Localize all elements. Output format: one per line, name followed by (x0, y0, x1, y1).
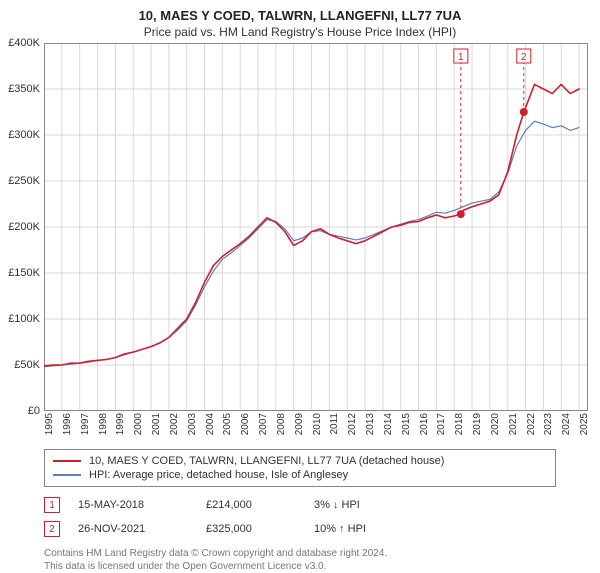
x-tick-label: 1997 (80, 413, 91, 435)
x-tick-label: 2008 (276, 413, 287, 435)
marker-row: 2 26-NOV-2021 £325,000 10% ↑ HPI (44, 517, 556, 541)
x-tick-label: 2015 (401, 413, 412, 435)
x-tick-label: 1998 (98, 413, 109, 435)
legend: 10, MAES Y COED, TALWRN, LLANGEFNI, LL77… (44, 449, 556, 487)
x-tick-label: 2018 (454, 413, 465, 435)
x-tick-label: 1996 (62, 413, 73, 435)
marker-badge: 1 (44, 497, 60, 513)
chart-subtitle: Price paid vs. HM Land Registry's House … (0, 23, 600, 43)
y-tick-label: £200K (8, 221, 44, 233)
x-tick-label: 2011 (329, 413, 340, 435)
y-tick-label: £0 (28, 405, 44, 417)
x-tick-label: 2006 (240, 413, 251, 435)
x-tick-label: 1999 (115, 413, 126, 435)
svg-text:2: 2 (521, 52, 527, 63)
x-tick-label: 2005 (222, 413, 233, 435)
x-tick-label: 2007 (258, 413, 269, 435)
marker-delta: 10% ↑ HPI (314, 523, 424, 535)
marker-badge: 2 (44, 521, 60, 537)
x-tick-label: 2002 (169, 413, 180, 435)
x-tick-label: 2014 (383, 413, 394, 435)
legend-swatch (53, 474, 81, 476)
chart-footer: Contains HM Land Registry data © Crown c… (44, 547, 556, 573)
marker-date: 26-NOV-2021 (78, 523, 188, 535)
legend-label: HPI: Average price, detached house, Isle… (89, 469, 348, 481)
y-tick-label: £250K (8, 175, 44, 187)
x-tick-label: 2019 (472, 413, 483, 435)
legend-swatch (53, 460, 81, 462)
y-tick-label: £50K (14, 359, 44, 371)
x-tick-label: 2001 (151, 413, 162, 435)
x-tick-label: 2016 (419, 413, 430, 435)
y-tick-label: £100K (8, 313, 44, 325)
x-tick-label: 2024 (561, 413, 572, 435)
marker-price: £214,000 (206, 499, 296, 511)
legend-item: 10, MAES Y COED, TALWRN, LLANGEFNI, LL77… (53, 454, 547, 468)
footer-line-1: Contains HM Land Registry data © Crown c… (44, 547, 556, 560)
x-tick-label: 2021 (508, 413, 519, 435)
x-tick-label: 2009 (294, 413, 305, 435)
y-tick-label: £300K (8, 129, 44, 141)
x-tick-label: 2012 (347, 413, 358, 435)
chart-title: 10, MAES Y COED, TALWRN, LLANGEFNI, LL77… (0, 0, 600, 23)
marker-row: 1 15-MAY-2018 £214,000 3% ↓ HPI (44, 493, 556, 517)
footer-line-2: This data is licensed under the Open Gov… (44, 560, 556, 573)
x-tick-label: 2010 (312, 413, 323, 435)
x-tick-label: 2020 (490, 413, 501, 435)
x-tick-label: 2017 (436, 413, 447, 435)
x-tick-label: 2000 (133, 413, 144, 435)
marker-delta: 3% ↓ HPI (314, 499, 424, 511)
svg-text:1: 1 (458, 52, 464, 63)
x-tick-label: 2025 (579, 413, 590, 435)
y-tick-label: £150K (8, 267, 44, 279)
x-tick-label: 2013 (365, 413, 376, 435)
marker-price: £325,000 (206, 523, 296, 535)
legend-label: 10, MAES Y COED, TALWRN, LLANGEFNI, LL77… (89, 455, 444, 467)
x-tick-label: 1995 (44, 413, 55, 435)
x-tick-label: 2004 (205, 413, 216, 435)
x-tick-label: 2003 (187, 413, 198, 435)
marker-date: 15-MAY-2018 (78, 499, 188, 511)
marker-table: 1 15-MAY-2018 £214,000 3% ↓ HPI 2 26-NOV-2021… (44, 493, 556, 541)
legend-item: HPI: Average price, detached house, Isle… (53, 468, 547, 482)
y-tick-label: £350K (8, 83, 44, 95)
x-axis-labels: 1995 1996 1997 1998 1999 2000 2001 2002 2003 2004… (44, 411, 588, 445)
chart-area: £0£50K£100K£150K£200K£250K£300K£350K£400… (44, 43, 588, 411)
x-tick-label: 2023 (543, 413, 554, 435)
x-tick-label: 2022 (526, 413, 537, 435)
y-tick-label: £400K (8, 37, 44, 49)
chart-svg: 12 (44, 43, 588, 411)
